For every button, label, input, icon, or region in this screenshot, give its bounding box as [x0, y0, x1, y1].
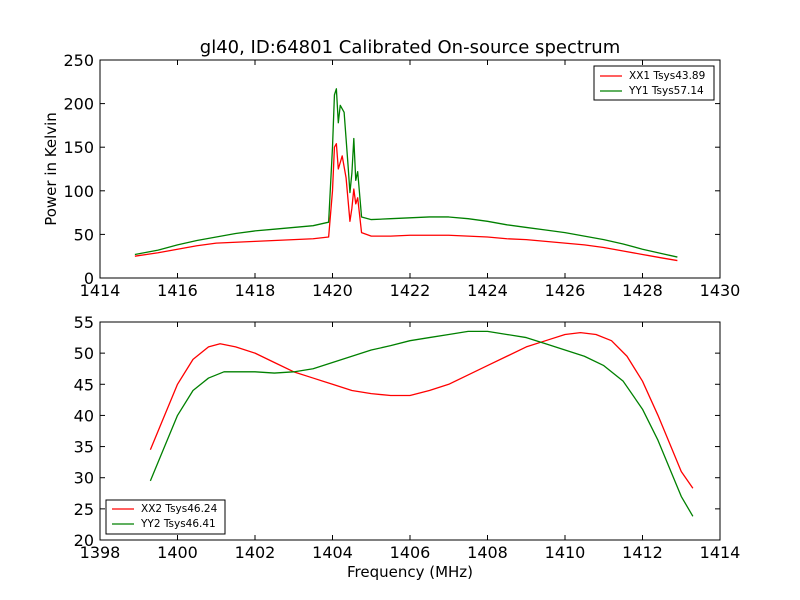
- bottom-legend: XX2 Tsys46.24 YY2 Tsys46.41: [105, 499, 226, 535]
- bottom-legend-label-xx2: XX2 Tsys46.24: [141, 503, 218, 515]
- bottom-tick-layer: 1398 1400 1402 1404 1406 1408 1410 1412 1414 20 25…: [74, 313, 741, 562]
- top-legend-label-xx1: XX1 Tsys43.89: [629, 70, 705, 82]
- top-y-tick-label: 50: [74, 225, 94, 244]
- bottom-x-tick-label: 1410: [545, 543, 586, 562]
- top-y-tick-label: 0: [84, 269, 94, 288]
- top-y-tick-label: 100: [63, 182, 94, 201]
- bottom-x-tick-label: 1406: [390, 543, 431, 562]
- bottom-series-line-1: [149, 331, 694, 489]
- bottom-y-tick-label: 50: [74, 344, 94, 363]
- top-x-tick-label: 1414: [80, 281, 121, 300]
- bottom-legend-label-yy2: YY2 Tsys46.41: [140, 518, 216, 530]
- bottom-y-tick-label: 25: [74, 500, 94, 519]
- top-y-tick-label: 250: [63, 51, 94, 70]
- top-tick-layer: 1414 1416 1418 1420 1422 1424 1426 1428 1430 0 50 1…: [63, 51, 740, 300]
- bottom-x-tick-label: 1412: [622, 543, 663, 562]
- top-y-tick-label: 200: [63, 95, 94, 114]
- chart-title: gl40, ID:64801 Calibrated On-source spec…: [200, 37, 620, 58]
- top-x-tick-label: 1426: [545, 281, 586, 300]
- top-series-line-1: [134, 143, 678, 262]
- top-x-tick-label: 1416: [157, 281, 198, 300]
- top-x-tick-label: 1420: [312, 281, 353, 300]
- bottom-y-tick-label: 40: [74, 406, 94, 425]
- top-x-tick-label: 1428: [622, 281, 663, 300]
- bottom-y-tick-label: 35: [74, 438, 94, 457]
- bottom-x-axis-label: Frequency (MHz): [347, 563, 473, 581]
- bottom-x-tick-label: 1414: [700, 543, 741, 562]
- top-legend-label-yy1: YY1 Tsys57.14: [628, 85, 704, 97]
- bottom-x-tick-label: 1408: [467, 543, 508, 562]
- bottom-x-tick-label: 1400: [157, 543, 198, 562]
- top-x-tick-label: 1418: [235, 281, 276, 300]
- top-y-tick-label: 150: [63, 138, 94, 157]
- top-x-tick-label: 1422: [390, 281, 431, 300]
- bottom-y-tick-label: 20: [74, 531, 94, 550]
- top-x-tick-label: 1424: [467, 281, 508, 300]
- bottom-series-layer: [149, 330, 694, 517]
- top-spectrum-panel: gl40, ID:64801 Calibrated On-source spec…: [42, 37, 740, 300]
- bottom-plot-frame: [99, 321, 721, 541]
- bottom-series-line-2: [149, 330, 694, 517]
- top-x-tick-label: 1430: [700, 281, 741, 300]
- bottom-y-tick-label: 45: [74, 375, 94, 394]
- bottom-legend-box: [105, 499, 226, 535]
- bottom-x-tick-label: 1398: [80, 543, 121, 562]
- top-legend-box: [593, 65, 715, 101]
- top-series-line-2: [134, 88, 678, 258]
- bottom-spectrum-panel: Frequency (MHz) 1398 1400 1402 1404 1406 1408…: [74, 313, 741, 581]
- top-y-axis-label: Power in Kelvin: [42, 112, 60, 226]
- top-series-layer: [134, 88, 678, 262]
- bottom-y-tick-label: 55: [74, 313, 94, 332]
- bottom-x-tick-label: 1404: [312, 543, 353, 562]
- top-plot-frame: [99, 59, 721, 279]
- bottom-y-tick-label: 30: [74, 469, 94, 488]
- top-legend: XX1 Tsys43.89 YY1 Tsys57.14: [593, 65, 715, 101]
- bottom-x-tick-label: 1402: [235, 543, 276, 562]
